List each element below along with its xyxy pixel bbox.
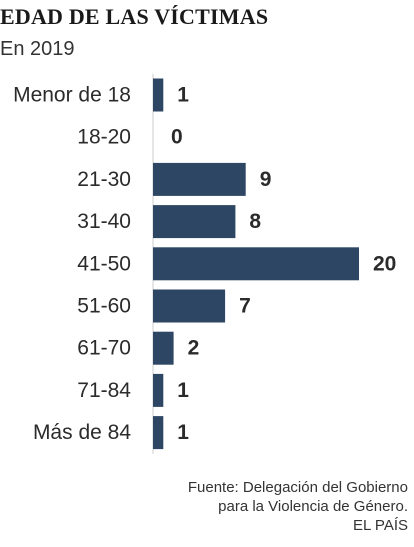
category-label: 61-70 xyxy=(77,337,131,360)
bar xyxy=(153,289,226,323)
chart-subtitle: En 2019 xyxy=(0,38,75,60)
bar xyxy=(153,416,164,450)
bar xyxy=(153,247,359,281)
bar xyxy=(153,331,174,365)
bar xyxy=(153,205,236,239)
value-label: 0 xyxy=(171,126,183,149)
chart-title: EDAD DE LAS VÍCTIMAS xyxy=(0,4,269,29)
value-label: 2 xyxy=(188,337,200,360)
value-label: 1 xyxy=(177,421,189,444)
value-label: 20 xyxy=(373,252,396,275)
bar xyxy=(153,373,164,407)
value-label: 7 xyxy=(239,295,251,318)
category-label: Más de 84 xyxy=(33,421,131,444)
category-label: 31-40 xyxy=(77,210,131,233)
category-label: 41-50 xyxy=(77,252,131,275)
source-note: Fuente: Delegación del Gobierno para la … xyxy=(188,478,408,535)
value-label: 9 xyxy=(260,168,272,191)
source-line-2: para la Violencia de Género. xyxy=(218,498,408,515)
source-line-1: Fuente: Delegación del Gobierno xyxy=(187,479,408,496)
bar xyxy=(153,78,164,112)
category-label: 51-60 xyxy=(77,295,131,318)
value-label: 1 xyxy=(177,379,189,402)
value-label: 1 xyxy=(177,84,189,107)
category-label: 18-20 xyxy=(77,126,131,149)
category-label: 71-84 xyxy=(77,379,131,402)
category-label: 21-30 xyxy=(77,168,131,191)
bar xyxy=(153,162,246,196)
value-label: 8 xyxy=(249,210,261,233)
source-line-3: EL PAÍS xyxy=(352,517,408,534)
category-label: Menor de 18 xyxy=(13,84,131,107)
